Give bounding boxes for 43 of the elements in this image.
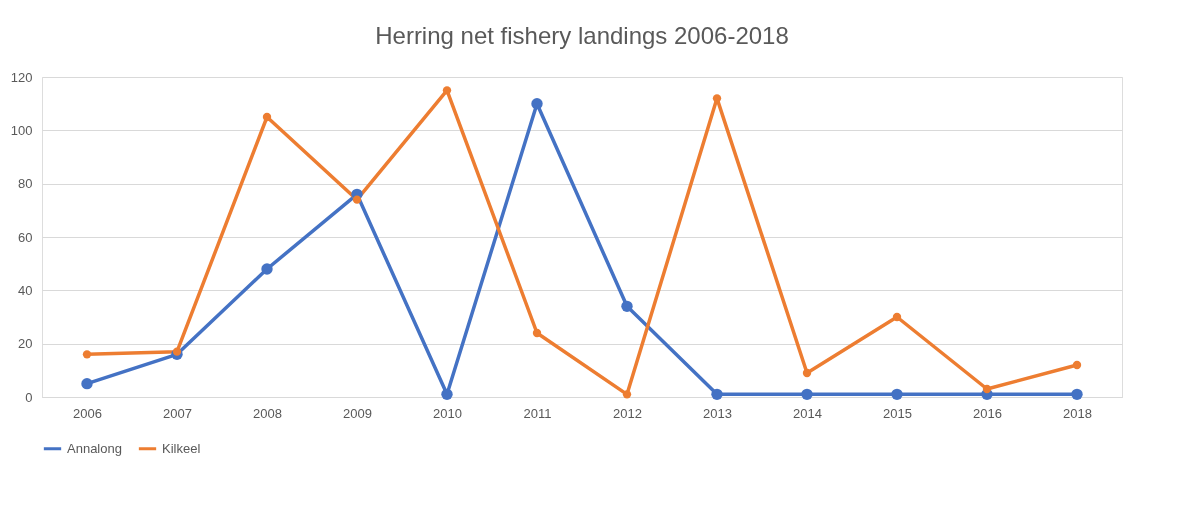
x-tick-label: 2006 — [73, 405, 102, 421]
x-tick-label: 2011 — [523, 405, 552, 421]
point — [802, 368, 812, 378]
legend-label: Annalong — [67, 440, 122, 456]
x-tick-label: 2008 — [253, 405, 282, 421]
y-tick-label: 100 — [10, 122, 33, 138]
point — [262, 112, 272, 122]
x-tick-label: 2015 — [883, 405, 912, 421]
x-tick-label: 2018 — [1063, 405, 1092, 421]
point — [982, 384, 992, 394]
point — [711, 388, 723, 401]
point — [801, 388, 813, 401]
point — [892, 312, 902, 322]
point — [531, 97, 543, 110]
chart-title: Herring net fishery landings 2006-2018 — [375, 22, 789, 49]
point — [1071, 388, 1083, 401]
x-tick-label: 2016 — [973, 405, 1002, 421]
x-tick-label: 2010 — [433, 405, 462, 421]
x-tick-label: 2007 — [163, 405, 192, 421]
point — [621, 300, 633, 313]
point — [352, 195, 362, 204]
point — [712, 94, 722, 103]
y-tick-label: 120 — [10, 69, 33, 85]
point — [1072, 360, 1082, 370]
x-tick-label: 2014 — [793, 405, 822, 421]
x-tick-label: 2012 — [613, 405, 642, 421]
point — [532, 328, 542, 338]
y-tick-label: 40 — [18, 282, 33, 298]
y-tick-label: 0 — [25, 389, 33, 405]
y-tick-label: 20 — [18, 336, 33, 352]
point — [261, 263, 273, 275]
point — [442, 86, 452, 95]
y-tick-label: 80 — [18, 176, 33, 192]
x-tick-label: 2009 — [343, 405, 372, 421]
point — [172, 347, 182, 356]
point — [441, 388, 453, 401]
legend-label: Kilkeel — [162, 440, 201, 456]
point — [82, 350, 92, 359]
point — [81, 377, 93, 390]
y-tick-label: 60 — [18, 229, 33, 245]
point — [891, 388, 903, 401]
x-tick-label: 2013 — [703, 405, 732, 421]
point — [622, 390, 632, 399]
